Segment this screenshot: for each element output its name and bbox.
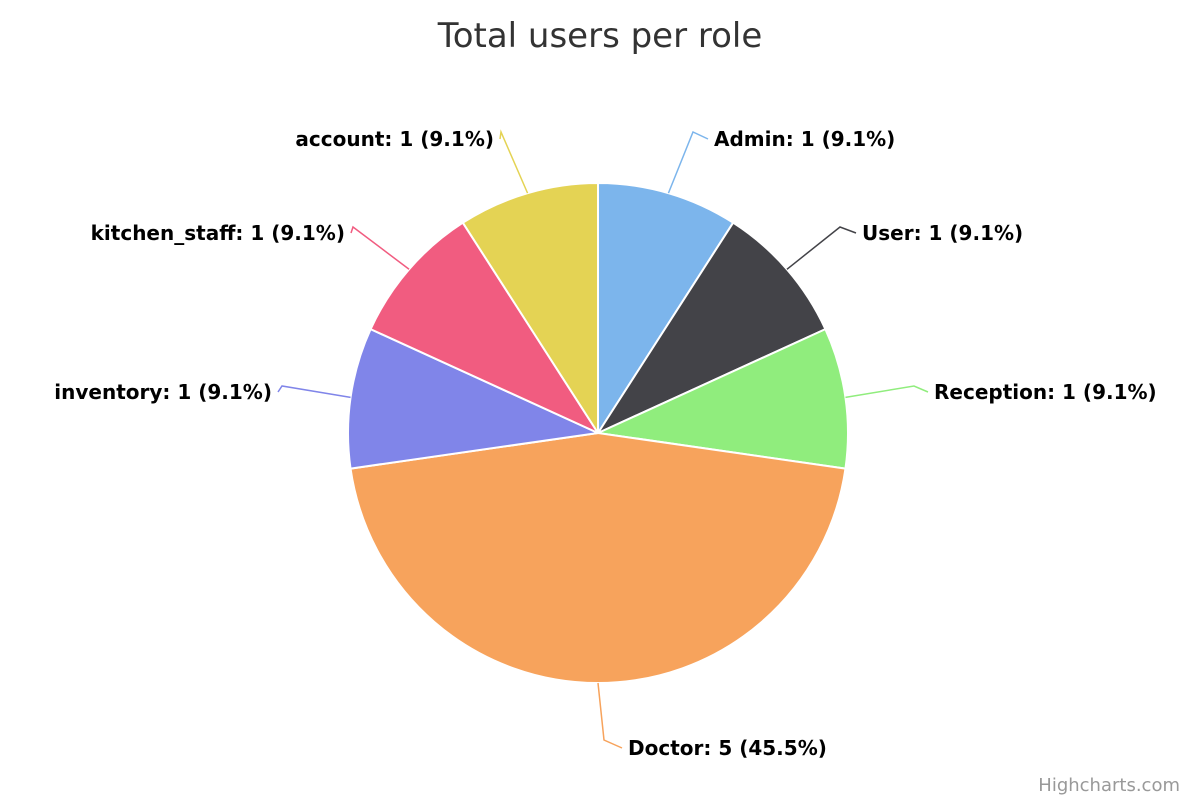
connector-kitchen-staff <box>350 225 410 270</box>
connector-admin <box>667 130 709 194</box>
data-labels: Admin: 1 (9.1%) User: 1 (9.1%) Reception: … <box>54 127 1156 760</box>
data-label-admin: Admin: 1 (9.1%) <box>714 127 895 151</box>
label-connectors <box>277 129 929 749</box>
connector-inventory <box>277 385 351 399</box>
pie-slice-admin[interactable] <box>597 182 735 434</box>
data-label-account: account: 1 (9.1%) <box>295 127 494 151</box>
data-label-inventory: inventory: 1 (9.1%) <box>54 380 272 404</box>
credits-link[interactable]: Highcharts.com <box>1038 775 1180 796</box>
data-label-kitchen-staff: kitchen_staff: 1 (9.1%) <box>91 221 345 245</box>
pie-slices <box>347 182 849 684</box>
connector-user <box>786 226 857 270</box>
data-label-doctor: Doctor: 5 (45.5%) <box>628 736 827 760</box>
pie-slice-reception[interactable] <box>597 328 849 470</box>
pie-slice-doctor[interactable] <box>349 432 847 684</box>
chart-title: Total users per role <box>437 16 763 56</box>
pie-slice-kitchen-staff[interactable] <box>369 221 599 434</box>
data-label-reception: Reception: 1 (9.1%) <box>934 380 1157 404</box>
pie-slice-account[interactable] <box>461 182 599 434</box>
connector-account <box>499 129 529 194</box>
pie-slice-inventory[interactable] <box>347 328 599 470</box>
pie-slice-user[interactable] <box>597 221 827 434</box>
connector-reception <box>845 385 929 399</box>
data-label-user: User: 1 (9.1%) <box>862 221 1023 245</box>
connector-doctor <box>597 682 623 749</box>
